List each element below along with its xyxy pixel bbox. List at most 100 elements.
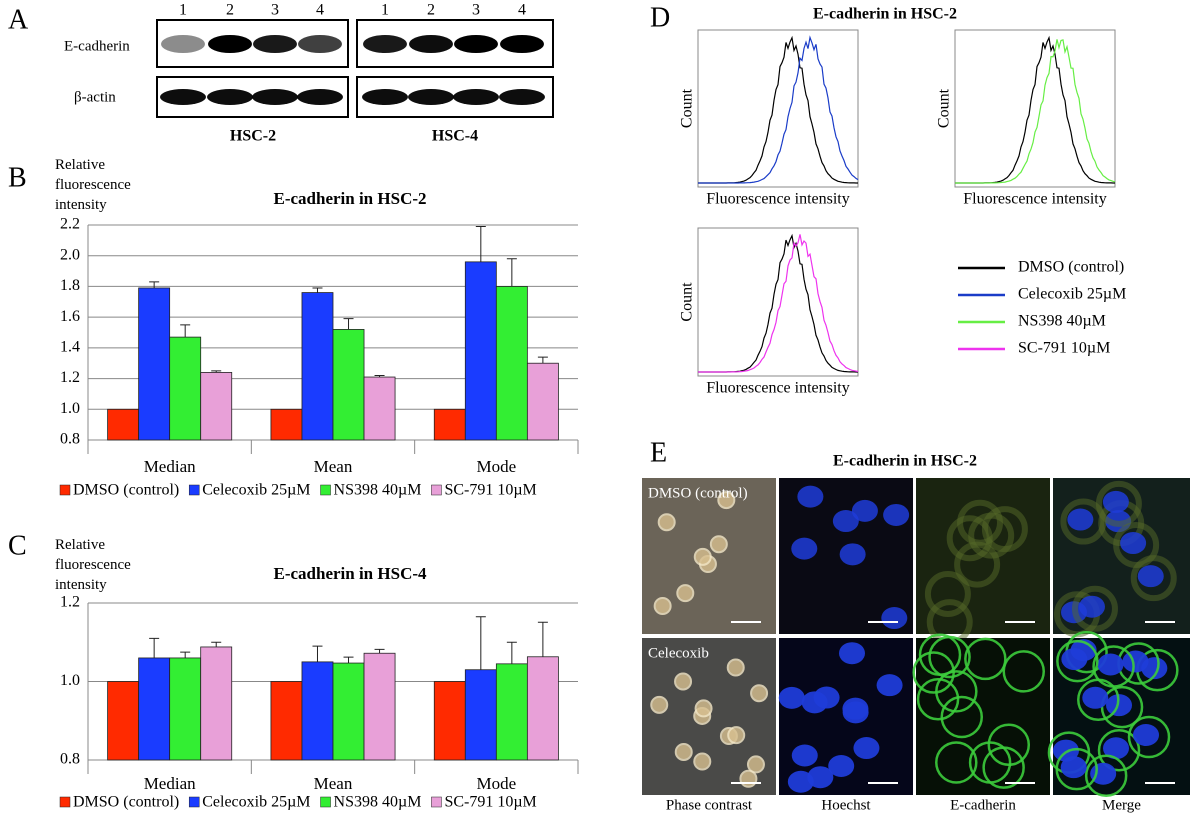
flow-plot-frame — [954, 29, 1116, 188]
blot-band — [409, 35, 453, 53]
column-label: Merge — [1102, 797, 1141, 813]
nucleus — [838, 642, 865, 665]
nucleus — [1122, 650, 1149, 673]
bar — [138, 657, 171, 761]
nucleus — [791, 744, 818, 767]
cell — [650, 695, 669, 714]
x-tick-label: Mean — [314, 457, 353, 476]
lane-label: 3 — [472, 2, 480, 19]
membrane — [1002, 650, 1046, 693]
blot-band — [363, 35, 407, 53]
nucleus — [883, 503, 910, 526]
lane-label: 3 — [271, 2, 279, 19]
nucleus — [1103, 737, 1130, 760]
panel-label: A — [8, 4, 29, 35]
legend-label: NS398 40µM — [334, 794, 422, 811]
bar — [332, 662, 365, 761]
flow-x-label: Fluorescence intensity — [706, 191, 850, 208]
error-bar — [537, 356, 548, 364]
blot-band — [362, 89, 408, 105]
error-bar — [149, 637, 160, 658]
nucleus — [778, 686, 805, 709]
cell — [717, 491, 736, 510]
legend-label: SC-791 10µM — [444, 482, 536, 499]
error-bar — [506, 258, 517, 287]
nucleus — [787, 770, 814, 793]
bar — [363, 652, 396, 761]
legend-label: DMSO (control) — [73, 482, 179, 499]
lane-label: 4 — [518, 2, 526, 19]
blot-band — [408, 89, 454, 105]
blot-band — [253, 35, 297, 53]
nucleus — [1102, 490, 1129, 513]
flow-plot-frame — [697, 227, 859, 377]
legend-swatch — [431, 796, 442, 808]
legend-swatch — [188, 796, 200, 808]
bar — [169, 336, 202, 441]
membrane — [964, 637, 1007, 681]
membrane — [935, 741, 978, 784]
bar — [464, 669, 497, 761]
bar — [270, 681, 303, 761]
legend-label: NS398 40µM — [334, 482, 422, 499]
bar — [200, 372, 233, 441]
nucleus — [842, 701, 869, 724]
cell — [674, 742, 693, 761]
flow-title: E-cadherin in HSC-2 — [813, 6, 957, 23]
nucleus — [1097, 653, 1124, 676]
error-bar — [180, 651, 191, 658]
y-tick-label: 2.0 — [60, 246, 80, 263]
membrane — [924, 571, 971, 618]
error-bar — [475, 226, 486, 262]
bar — [433, 408, 466, 441]
cell — [653, 597, 672, 616]
bar — [464, 261, 497, 441]
panel-label: D — [650, 2, 670, 33]
panel-label: B — [8, 162, 27, 193]
blot-band — [252, 89, 298, 105]
nucleus — [839, 543, 866, 566]
bar — [301, 661, 334, 761]
flow-y-label: Count — [936, 88, 953, 128]
lane-label: 1 — [179, 2, 187, 19]
membrane — [968, 512, 1015, 559]
y-axis-label: Relative fluorescence intensity — [55, 537, 131, 593]
column-label: Phase contrast — [666, 797, 753, 813]
blot-band — [297, 89, 343, 105]
nucleus — [1060, 756, 1087, 779]
cell — [727, 726, 746, 745]
lane-label: 2 — [427, 2, 435, 19]
error-bar — [475, 616, 486, 670]
chart-title: E-cadherin in HSC-4 — [273, 564, 427, 583]
nucleus — [1120, 532, 1147, 555]
membrane — [1130, 555, 1177, 602]
membrane — [1127, 715, 1171, 759]
membrane — [968, 741, 1012, 784]
bar — [363, 376, 396, 441]
error-bar — [312, 287, 323, 293]
y-tick-label: 0.8 — [60, 751, 80, 768]
blot-band — [454, 35, 498, 53]
cell — [693, 547, 712, 566]
y-axis-label: Relative fluorescence intensity — [55, 157, 131, 213]
legend-label: NS398 40µM — [1018, 313, 1106, 330]
lane-label: 2 — [226, 2, 234, 19]
membrane — [940, 695, 984, 739]
blot-band — [208, 35, 252, 53]
x-tick-label: Mode — [476, 457, 516, 476]
blot-band — [500, 35, 544, 53]
imaging-title: E-cadherin in HSC-2 — [833, 453, 977, 470]
row-label: DMSO (control) — [648, 485, 748, 501]
y-tick-label: 2.2 — [60, 216, 80, 233]
panel-label: C — [8, 530, 27, 561]
error-bar — [537, 621, 548, 657]
flow-x-label: Fluorescence intensity — [706, 380, 850, 397]
error-bar — [149, 281, 160, 288]
cell — [746, 755, 765, 774]
nucleus — [828, 755, 855, 778]
bar — [270, 408, 303, 441]
bar — [526, 656, 559, 761]
membrane — [1097, 729, 1141, 772]
